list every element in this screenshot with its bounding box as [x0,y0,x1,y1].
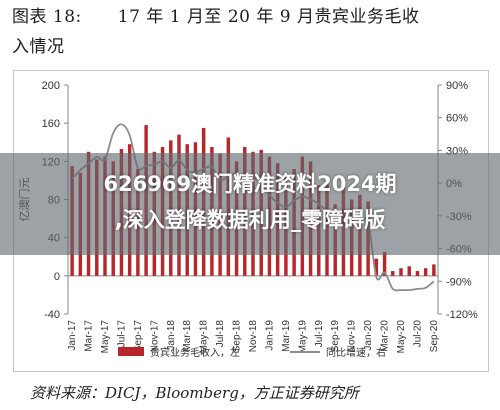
x-tick-label: Jul-18 [215,320,226,348]
bar [423,268,428,276]
bar [415,271,420,276]
legend: 贵宾业务毛收入，左 同比增速，右 [118,346,386,359]
x-tick-label: May-20 [396,320,407,354]
x-tick-label: Mar-17 [84,320,95,352]
watermark-text: 626969澳门精准资料2024期 ,深入登降数据利用_零障碍版 [20,166,480,238]
x-tick-label: Jul-19 [314,320,325,348]
legend-line-label: 同比增速，右 [326,346,386,359]
title-line-2: 入情况 [12,37,65,57]
legend-bar-label: 贵宾业务毛收入，左 [150,346,240,359]
bar [382,251,387,276]
left-tick-label: 160 [42,118,60,130]
watermark-line-1: 626969澳门精准资料2024期 [103,172,397,196]
bar [374,258,379,276]
x-tick-label: Mar-19 [281,320,292,352]
x-tick-label: Jan-19 [264,320,275,351]
x-tick-label: Sep-19 [330,320,341,353]
x-tick-label: May-18 [199,320,210,354]
x-tick-label: Jan-17 [67,320,78,351]
right-tick-label: -90% [446,276,472,288]
bar [399,268,403,276]
x-tick-label: Jan-18 [166,320,177,351]
right-tick-label: 90% [446,80,468,92]
x-tick-label: Nov-18 [248,320,259,353]
x-tick-label: Sep-20 [429,320,440,353]
x-tick-label: May-19 [297,320,308,354]
x-tick-labels: Jan-17 Mar-17 May-17 Jul-17 Sep-17 Nov-17 Jan-… [67,320,440,354]
left-tick-label: 200 [42,80,60,92]
watermark-line-2: ,深入登降数据利用_零障碍版 [114,208,386,232]
left-tick-label: -40 [44,309,60,321]
figure-label: 图表 18: [12,7,82,27]
x-tick-label: May-17 [100,320,111,354]
left-tick-label: 0 [54,271,60,283]
x-tick-label: Sep-18 [232,320,243,353]
bar [391,271,395,276]
x-tick-label: Nov-19 [347,320,358,353]
bar [432,264,436,276]
x-tick-label: Jul-20 [412,320,423,348]
watermark-banner [0,153,500,255]
figure-title: 图表 18: 17 年 1 月至 20 年 9 月贵宾业务毛收 入情况 [12,2,488,62]
x-tick-label: Mar-18 [182,320,193,352]
x-tick-label: Mar-20 [380,320,391,352]
x-tick-label: Jul-17 [116,320,127,348]
right-tick-label: 60% [446,113,468,125]
bar [407,266,411,276]
source-note: 资料来源：DICJ，Bloomberg，方正证券研究所 [30,384,359,402]
right-tick-label: -120% [446,309,478,321]
x-tick-label: Sep-17 [133,320,144,353]
x-tick-label: Jan-20 [363,320,374,351]
legend-bar-swatch [118,347,144,356]
title-line-1: 17 年 1 月至 20 年 9 月贵宾业务毛收 [117,7,420,27]
x-tick-label: Nov-17 [149,320,160,353]
